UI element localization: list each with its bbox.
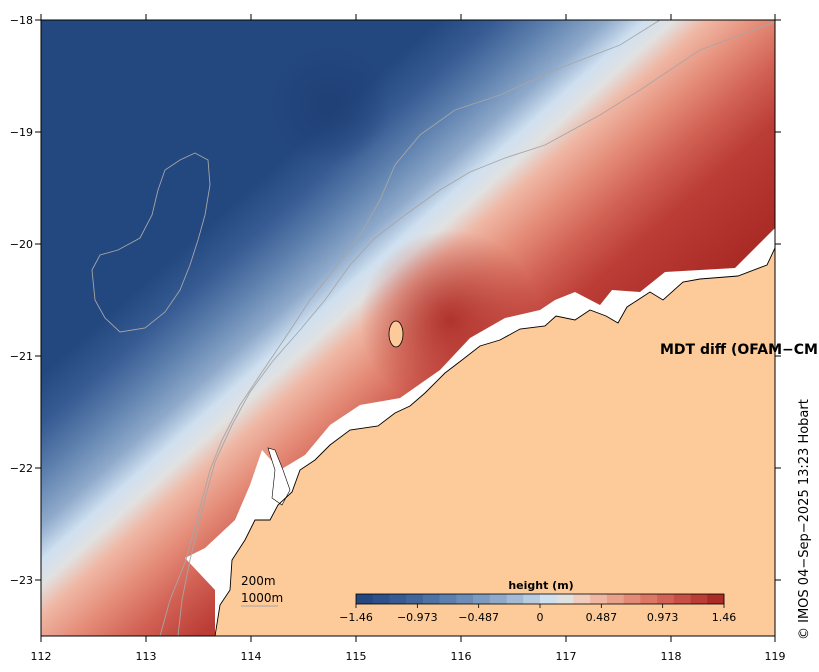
- colorbar-cell: [523, 594, 541, 604]
- isobath-label-200m: 200m: [241, 574, 276, 588]
- colorbar-cell: [372, 594, 390, 604]
- shoal-outline: [91, 152, 211, 333]
- coastline: [214, 247, 775, 636]
- colorbar-tick-label: −0.973: [397, 611, 438, 624]
- colorbar-tick-label: −1.46: [339, 611, 373, 624]
- colorbar-cell: [540, 594, 558, 604]
- y-tick-label: −19: [10, 126, 33, 139]
- x-tick-label: 118: [661, 650, 682, 663]
- y-tick-label: −18: [10, 14, 33, 27]
- x-tick-label: 115: [346, 650, 367, 663]
- colorbar-cell: [556, 594, 574, 604]
- isobath-1000m: [159, 20, 661, 636]
- credit-text: © IMOS 04−Sep−2025 13:23 Hobart: [797, 399, 812, 640]
- colorbar-tick-label: 0.973: [647, 611, 679, 624]
- colorbar-cell: [573, 594, 591, 604]
- colorbar-cell: [389, 594, 407, 604]
- y-tick-label: −22: [10, 462, 33, 475]
- colorbar-cell: [690, 594, 708, 604]
- island: [388, 320, 404, 348]
- land-mass: [215, 248, 775, 636]
- x-tick-label: 113: [136, 650, 157, 663]
- y-tick-label: −21: [10, 350, 33, 363]
- colorbar-cell: [657, 594, 675, 604]
- colorbar-cell: [456, 594, 474, 604]
- colorbar-ticks: −1.46 −0.973 −0.487 0 0.487 0.973 1.46: [339, 604, 736, 624]
- colorbar-cell: [506, 594, 524, 604]
- colorbar-cell: [406, 594, 424, 604]
- colorbar-cell: [489, 594, 507, 604]
- axis-ticks: [35, 14, 781, 642]
- axes-frame: [40, 19, 776, 637]
- colorbar-cell: [640, 594, 658, 604]
- colorbar-tick-label: 1.46: [712, 611, 737, 624]
- isobath-label-1000m: 1000m: [241, 591, 283, 605]
- y-tick-label: −23: [10, 574, 33, 587]
- x-tick-label: 119: [765, 650, 786, 663]
- x-tick-label: 112: [31, 650, 52, 663]
- colorbar-cells: [356, 594, 725, 604]
- map-title: MDT diff (OFAM−CME: [660, 342, 819, 358]
- colorbar-tick-label: 0: [537, 611, 544, 624]
- colorbar-cell: [707, 594, 725, 604]
- colorbar-cell: [356, 594, 374, 604]
- y-tick-label: −20: [10, 238, 33, 251]
- colorbar: height (m) −1.46 −0.973 −0.487 0 0.487 0.973 1…: [339, 579, 736, 624]
- colorbar-tick-label: 0.487: [586, 611, 618, 624]
- colorbar-cell: [439, 594, 457, 604]
- plot-area: [41, 20, 775, 636]
- colorbar-cell: [606, 594, 624, 604]
- colorbar-tick-label: −0.487: [458, 611, 499, 624]
- colorbar-cell: [590, 594, 608, 604]
- colorbar-cell: [673, 594, 691, 604]
- colorbar-cell: [473, 594, 491, 604]
- x-tick-label: 114: [241, 650, 262, 663]
- x-tick-label: 117: [556, 650, 577, 663]
- colorbar-cell: [623, 594, 641, 604]
- colorbar-cell: [422, 594, 440, 604]
- x-tick-label: 116: [451, 650, 472, 663]
- isobath-200m: [177, 21, 775, 636]
- colorbar-title: height (m): [508, 579, 573, 592]
